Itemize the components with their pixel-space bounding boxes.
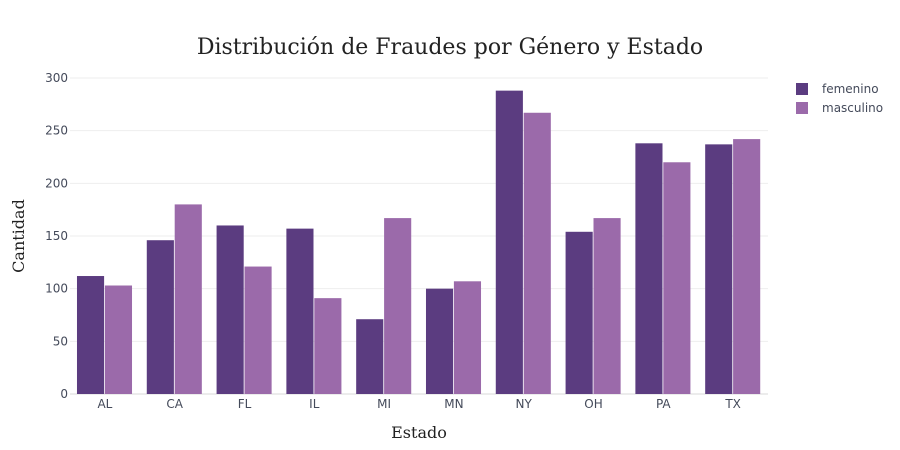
bar-femenino-IL[interactable] [286, 228, 314, 394]
bar-femenino-OH[interactable] [565, 231, 593, 394]
x-tick-label: MN [444, 397, 463, 411]
bar-masculino-NY[interactable] [523, 112, 551, 394]
x-tick-label: NY [516, 397, 533, 411]
x-tick-label: CA [166, 397, 183, 411]
legend-label: masculino [822, 101, 883, 115]
bar-masculino-AL[interactable] [104, 285, 133, 394]
legend-item-masculino[interactable]: masculino [796, 101, 883, 115]
x-tick-label: PA [656, 397, 671, 411]
bar-femenino-MI[interactable] [356, 319, 384, 394]
y-tick-label: 50 [53, 334, 68, 348]
x-axis-title: Estado [391, 423, 447, 442]
x-axis-ticks: AL CA FL IL MI MN NY OH PA TX [97, 397, 740, 411]
y-tick-label: 0 [60, 387, 68, 401]
legend-swatch [796, 83, 808, 95]
legend[interactable]: femenino masculino [796, 82, 883, 115]
y-tick-label: 200 [45, 176, 68, 190]
x-tick-label: AL [97, 397, 112, 411]
y-tick-label: 300 [45, 71, 68, 85]
bar-femenino-AL[interactable] [76, 276, 105, 394]
bars [76, 90, 761, 394]
bar-masculino-IL[interactable] [314, 298, 342, 394]
bar-masculino-OH[interactable] [593, 218, 621, 394]
bar-masculino-PA[interactable] [663, 162, 691, 394]
bar-femenino-CA[interactable] [146, 240, 174, 394]
y-tick-label: 150 [45, 229, 68, 243]
x-tick-label: MI [377, 397, 391, 411]
bar-masculino-TX[interactable] [733, 139, 761, 394]
x-tick-label: TX [724, 397, 741, 411]
y-axis-title: Cantidad [9, 199, 28, 273]
y-axis-ticks: 0 50 100 150 200 250 300 [45, 71, 68, 401]
legend-label: femenino [822, 82, 879, 96]
bar-masculino-MI[interactable] [384, 218, 412, 394]
legend-item-femenino[interactable]: femenino [796, 82, 879, 96]
bar-femenino-NY[interactable] [495, 90, 523, 394]
x-tick-label: IL [309, 397, 320, 411]
bar-masculino-FL[interactable] [244, 266, 272, 394]
x-tick-label: FL [238, 397, 252, 411]
bar-femenino-PA[interactable] [635, 143, 663, 394]
bar-femenino-MN[interactable] [425, 288, 454, 394]
y-tick-label: 250 [45, 124, 68, 138]
bar-femenino-FL[interactable] [216, 225, 244, 394]
legend-swatch [796, 102, 808, 114]
x-tick-label: OH [584, 397, 602, 411]
bar-masculino-CA[interactable] [174, 204, 202, 394]
bar-masculino-MN[interactable] [453, 281, 482, 394]
chart-title: Distribución de Fraudes por Género y Est… [197, 35, 703, 60]
y-tick-label: 100 [45, 282, 68, 296]
bar-femenino-TX[interactable] [705, 144, 733, 394]
